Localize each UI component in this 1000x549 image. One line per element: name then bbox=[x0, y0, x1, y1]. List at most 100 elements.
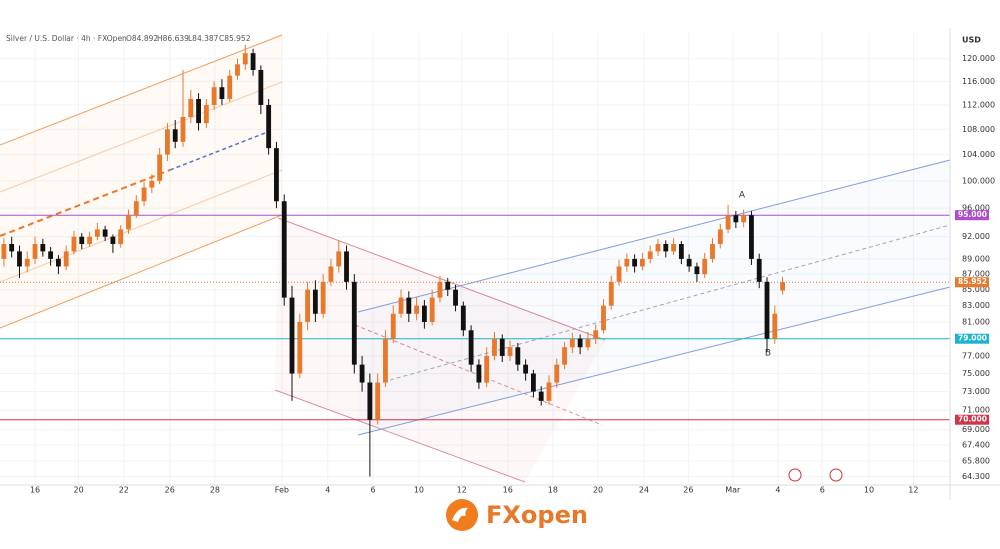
brand-logo: FXopen bbox=[486, 501, 588, 529]
candle-body bbox=[678, 244, 684, 259]
candle-body bbox=[235, 64, 240, 76]
annotation: A bbox=[739, 191, 746, 201]
candle-body bbox=[141, 187, 147, 202]
candle-body bbox=[336, 251, 342, 267]
level-label: 85.952 bbox=[958, 277, 987, 286]
candle-body bbox=[741, 215, 747, 223]
y-tick-label: 120.000 bbox=[962, 54, 995, 63]
candle-body bbox=[32, 244, 38, 259]
candle-body bbox=[55, 258, 61, 267]
y-tick-label: 75.000 bbox=[962, 369, 990, 378]
level-layer bbox=[0, 214, 950, 421]
candle-body bbox=[585, 338, 591, 348]
candle-body bbox=[453, 289, 458, 306]
candle-body bbox=[647, 251, 653, 259]
channel-line bbox=[274, 389, 526, 483]
y-tick-label: 73.000 bbox=[962, 387, 990, 396]
candle-body bbox=[110, 236, 116, 245]
y-tick-label: 89.000 bbox=[962, 254, 990, 263]
y-tick-label: 100.000 bbox=[962, 176, 995, 185]
footer bbox=[0, 500, 1000, 549]
channel-line bbox=[0, 169, 283, 283]
x-tick-label: 4 bbox=[775, 486, 780, 495]
candle-body bbox=[515, 347, 521, 365]
x-tick-label: 12 bbox=[908, 486, 918, 495]
candle-body bbox=[258, 69, 264, 105]
ohlc-high: H86.639 bbox=[157, 34, 189, 43]
candle-body bbox=[569, 338, 575, 348]
y-tick-label: 77.000 bbox=[962, 351, 990, 360]
candle-body bbox=[281, 201, 287, 298]
candle-body bbox=[507, 347, 513, 356]
candle-body bbox=[445, 281, 451, 290]
candle-body bbox=[756, 258, 762, 282]
candle-body bbox=[24, 258, 30, 267]
currency-label: USD bbox=[962, 36, 981, 45]
channel-fill bbox=[275, 218, 605, 482]
y-tick-label: 65.800 bbox=[962, 457, 990, 466]
candle-body bbox=[640, 258, 645, 267]
candle-body bbox=[359, 364, 365, 383]
channel-line bbox=[0, 81, 283, 193]
candle-body bbox=[437, 281, 443, 298]
candle-body bbox=[492, 338, 497, 356]
candle-body bbox=[694, 266, 700, 275]
x-tick-label: 28 bbox=[210, 486, 220, 495]
candle-body bbox=[227, 75, 233, 99]
y-tick-label: 64.300 bbox=[962, 472, 990, 481]
y-tick-label: 108.000 bbox=[962, 125, 995, 134]
candle-body bbox=[406, 297, 412, 314]
candle-body bbox=[126, 215, 131, 230]
candle-body bbox=[484, 355, 490, 383]
candle-body bbox=[593, 330, 599, 339]
candle-body bbox=[94, 229, 100, 237]
level-tag bbox=[955, 277, 989, 288]
candle-body bbox=[725, 215, 731, 230]
candle-body bbox=[764, 281, 770, 339]
candle-body bbox=[749, 215, 754, 259]
trend-line bbox=[169, 132, 266, 171]
candle-body bbox=[312, 289, 318, 314]
chart-title: Silver / U.S. Dollar · 4h · FXOpen bbox=[6, 34, 127, 43]
x-tick-label: 16 bbox=[30, 486, 40, 495]
candle-body bbox=[523, 364, 529, 374]
candle-body bbox=[367, 382, 373, 420]
candle-body bbox=[266, 104, 272, 149]
y-tick-label: 87.000 bbox=[962, 270, 990, 279]
candle-body bbox=[624, 258, 630, 267]
y-tick-label: 83.000 bbox=[962, 301, 990, 310]
channel-line bbox=[357, 159, 951, 313]
x-tick-label: Feb bbox=[275, 486, 289, 495]
candle-body bbox=[157, 154, 163, 181]
y-tick-label: 104.000 bbox=[962, 150, 995, 159]
candle-body bbox=[165, 129, 170, 155]
candle-body bbox=[102, 229, 108, 237]
candle-body bbox=[780, 282, 785, 291]
candle-body bbox=[344, 251, 349, 282]
y-tick-label: 85.000 bbox=[962, 285, 990, 294]
candle-body bbox=[663, 244, 669, 252]
x-tick-label: 20 bbox=[593, 486, 603, 495]
candle-body bbox=[554, 364, 560, 383]
candle-body bbox=[118, 229, 124, 245]
x-tick-label: 22 bbox=[119, 486, 129, 495]
x-tick-label: 6 bbox=[370, 486, 375, 495]
y-tick-label: 112.000 bbox=[962, 100, 995, 109]
candle-body bbox=[172, 129, 178, 142]
candle-body bbox=[320, 281, 326, 314]
y-tick-label: 67.400 bbox=[962, 441, 990, 450]
channel-line bbox=[357, 286, 951, 436]
x-tick-label: Mar bbox=[725, 486, 741, 495]
y-tick-label: 116.000 bbox=[962, 77, 995, 86]
candle-body bbox=[87, 236, 92, 245]
channel-line bbox=[0, 34, 283, 146]
candle-body bbox=[686, 258, 692, 267]
level-tag bbox=[955, 210, 989, 221]
candle-body bbox=[538, 391, 544, 401]
candle-body bbox=[188, 98, 194, 118]
y-tick-label: 69.000 bbox=[962, 425, 990, 434]
candle-body bbox=[328, 266, 334, 282]
candle-body bbox=[499, 338, 505, 356]
candle-body bbox=[375, 382, 381, 420]
